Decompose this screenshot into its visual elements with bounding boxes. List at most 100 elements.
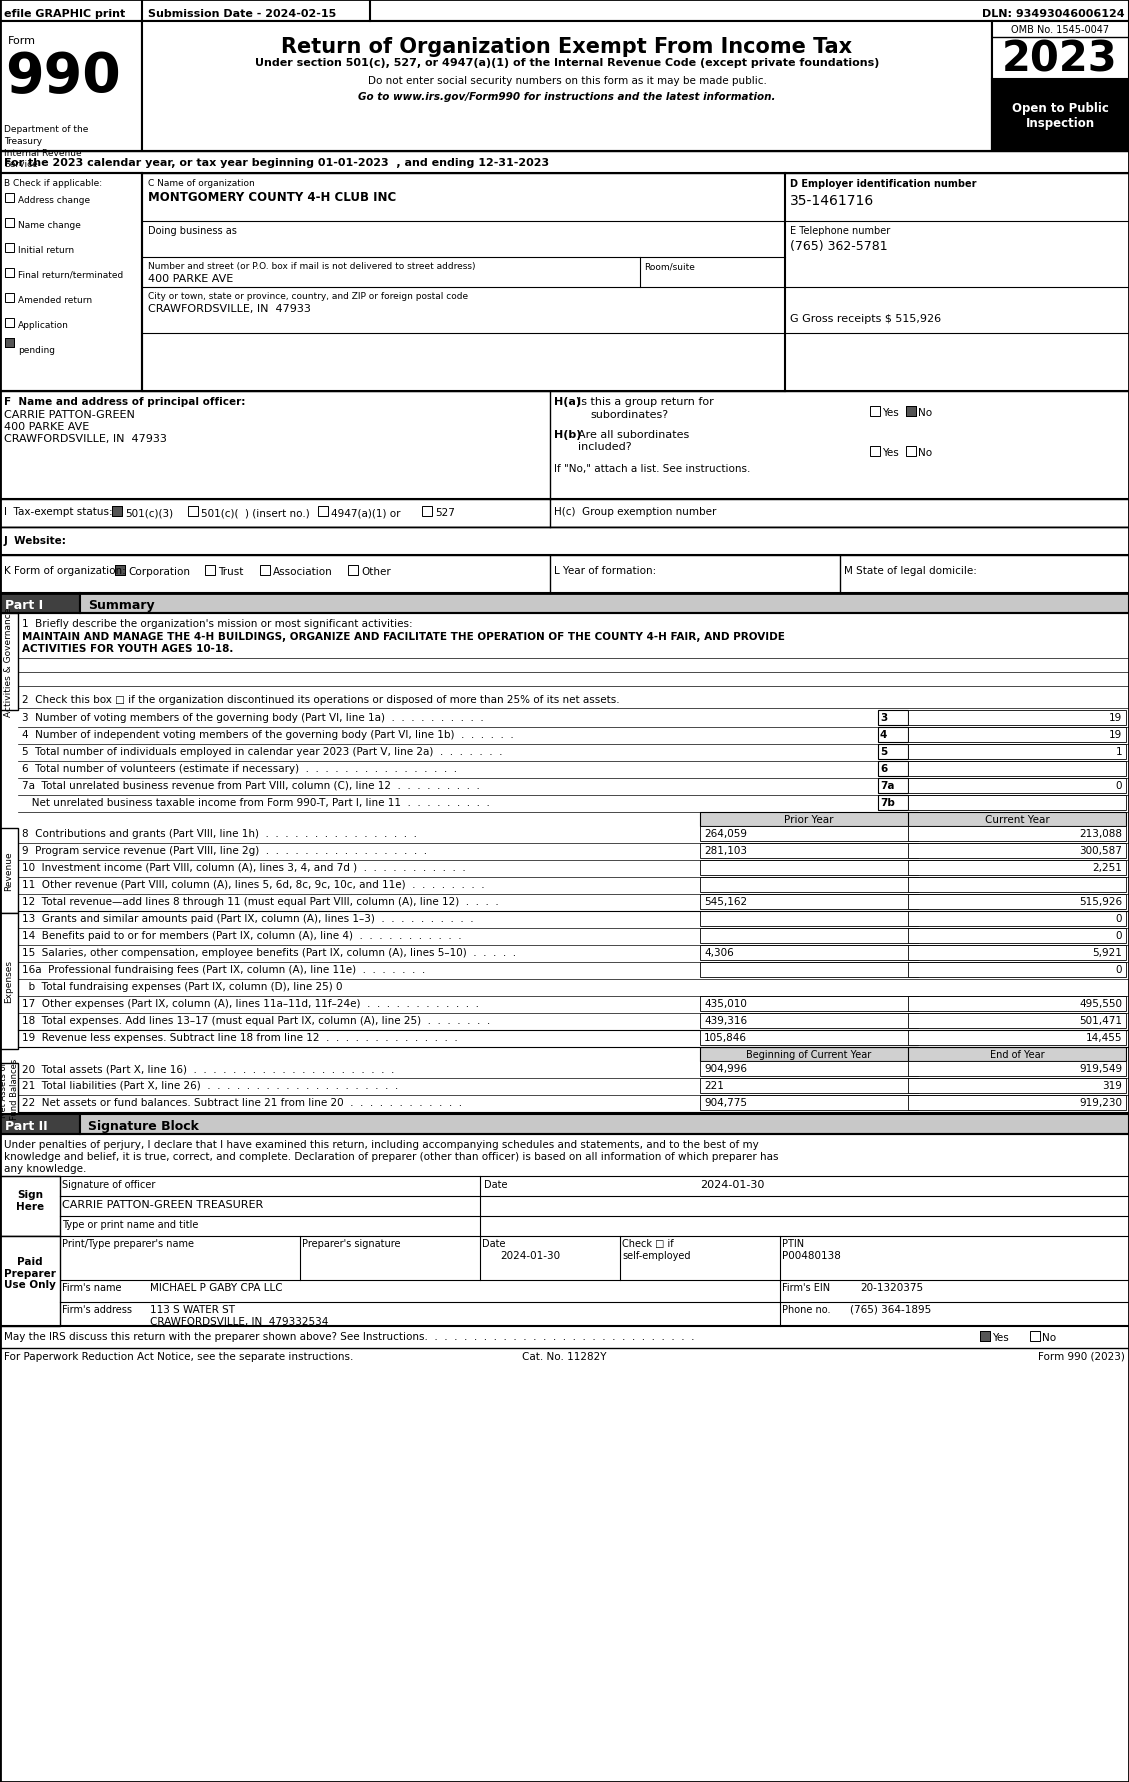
Text: 105,846: 105,846 [704, 1032, 747, 1042]
Text: 501(c)(  ) (insert no.): 501(c)( ) (insert no.) [201, 508, 309, 519]
Text: (765) 362-5781: (765) 362-5781 [790, 241, 887, 253]
Text: Type or print name and title: Type or print name and title [62, 1219, 199, 1230]
Bar [700, 1062, 918, 1076]
Text: 319: 319 [1102, 1080, 1122, 1091]
Bar [908, 727, 1126, 743]
Bar [878, 779, 908, 793]
Text: Print/Type preparer's name: Print/Type preparer's name [62, 1238, 194, 1249]
Text: Date: Date [484, 1180, 508, 1189]
Bar [0, 527, 1129, 556]
Text: 0: 0 [1115, 930, 1122, 941]
Bar [318, 506, 329, 517]
Bar [5, 244, 14, 253]
Bar [908, 745, 1126, 759]
Text: 21  Total liabilities (Part X, line 26)  .  .  .  .  .  .  .  .  .  .  .  .  .  : 21 Total liabilities (Part X, line 26) .… [21, 1080, 399, 1091]
Bar [905, 447, 916, 456]
Bar [142, 21, 992, 151]
Text: 3: 3 [879, 713, 887, 722]
Bar [0, 1064, 18, 1114]
Text: Signature Block: Signature Block [88, 1119, 199, 1132]
Bar [870, 406, 879, 417]
Bar [0, 556, 1129, 593]
Text: C Name of organization: C Name of organization [148, 178, 255, 187]
Bar [700, 1096, 918, 1110]
Bar [205, 565, 215, 576]
Text: Paid
Preparer
Use Only: Paid Preparer Use Only [5, 1256, 56, 1290]
Text: 0: 0 [1115, 964, 1122, 975]
Bar [260, 565, 270, 576]
Bar [0, 499, 1129, 527]
Bar [0, 175, 142, 392]
Bar [5, 194, 14, 203]
Bar [700, 1014, 918, 1028]
Text: 14  Benefits paid to or for members (Part IX, column (A), line 4)  .  .  .  .  .: 14 Benefits paid to or for members (Part… [21, 930, 462, 941]
Text: 501,471: 501,471 [1079, 1016, 1122, 1025]
Text: Expenses: Expenses [5, 960, 14, 1003]
Text: Corporation: Corporation [128, 567, 190, 577]
Text: 2  Check this box □ if the organization discontinued its operations or disposed : 2 Check this box □ if the organization d… [21, 695, 620, 704]
Bar [0, 0, 1129, 21]
Text: Firm's address: Firm's address [62, 1304, 132, 1315]
Text: K Form of organization:: K Form of organization: [5, 565, 125, 576]
Text: CRAWFORDSVILLE, IN  47933: CRAWFORDSVILLE, IN 47933 [148, 303, 310, 314]
Text: Preparer's signature: Preparer's signature [301, 1238, 401, 1249]
Text: 0: 0 [1115, 781, 1122, 791]
Bar [878, 711, 908, 725]
Bar [700, 962, 918, 978]
Text: L Year of formation:: L Year of formation: [554, 565, 656, 576]
Bar [5, 339, 14, 347]
Text: 990: 990 [5, 50, 121, 103]
Text: For Paperwork Reduction Act Notice, see the separate instructions.: For Paperwork Reduction Act Notice, see … [5, 1351, 353, 1361]
Text: PTIN: PTIN [782, 1238, 804, 1249]
Bar [878, 761, 908, 777]
Text: 6: 6 [879, 763, 887, 773]
Text: B Check if applicable:: B Check if applicable: [5, 178, 102, 187]
Text: F  Name and address of principal officer:: F Name and address of principal officer: [5, 397, 245, 406]
Text: 19: 19 [1109, 729, 1122, 740]
Text: 7a  Total unrelated business revenue from Part VIII, column (C), line 12  .  .  : 7a Total unrelated business revenue from… [21, 781, 480, 791]
Bar [80, 1114, 1129, 1135]
Bar [0, 392, 1129, 499]
Bar [5, 294, 14, 303]
Text: 12  Total revenue—add lines 8 through 11 (must equal Part VIII, column (A), line: 12 Total revenue—add lines 8 through 11 … [21, 896, 499, 907]
Bar [0, 613, 18, 711]
Text: 2023: 2023 [1003, 39, 1118, 80]
Text: Application: Application [18, 321, 69, 330]
Text: Name change: Name change [18, 221, 81, 230]
Bar [908, 946, 1126, 960]
Text: 904,775: 904,775 [704, 1098, 747, 1107]
Text: City or town, state or province, country, and ZIP or foreign postal code: City or town, state or province, country… [148, 292, 469, 301]
Text: Beginning of Current Year: Beginning of Current Year [746, 1050, 872, 1060]
Text: No: No [918, 447, 933, 458]
Text: Doing business as: Doing business as [148, 226, 237, 235]
Bar [908, 813, 1126, 827]
Text: efile GRAPHIC print: efile GRAPHIC print [5, 9, 125, 20]
Text: P00480138: P00480138 [782, 1251, 841, 1260]
Text: Current Year: Current Year [984, 814, 1049, 825]
Text: 4  Number of independent voting members of the governing body (Part VI, line 1b): 4 Number of independent voting members o… [21, 729, 514, 740]
Bar [992, 80, 1129, 151]
Text: Association: Association [273, 567, 333, 577]
Text: 6  Total number of volunteers (estimate if necessary)  .  .  .  .  .  .  .  .  .: 6 Total number of volunteers (estimate i… [21, 763, 457, 773]
Text: Yes: Yes [882, 408, 899, 417]
Bar [5, 319, 14, 328]
Text: 439,316: 439,316 [704, 1016, 747, 1025]
Text: 20  Total assets (Part X, line 16)  .  .  .  .  .  .  .  .  .  .  .  .  .  .  . : 20 Total assets (Part X, line 16) . . . … [21, 1064, 394, 1073]
Text: No: No [918, 408, 933, 417]
Text: CARRIE PATTON-GREEN TREASURER: CARRIE PATTON-GREEN TREASURER [62, 1199, 263, 1210]
Text: Trust: Trust [218, 567, 244, 577]
Bar [908, 1048, 1126, 1062]
Text: pending: pending [18, 346, 55, 355]
Bar [908, 996, 1126, 1012]
Bar [5, 269, 14, 278]
Text: J  Website:: J Website: [5, 536, 67, 545]
Text: Department of the
Treasury
Internal Revenue
Service: Department of the Treasury Internal Reve… [5, 125, 88, 169]
Text: 19: 19 [1109, 713, 1122, 722]
Text: Other: Other [361, 567, 391, 577]
Text: Net unrelated business taxable income from Form 990-T, Part I, line 11  .  .  . : Net unrelated business taxable income fr… [21, 798, 490, 807]
Text: Room/suite: Room/suite [644, 262, 694, 271]
Text: b  Total fundraising expenses (Part IX, column (D), line 25) 0: b Total fundraising expenses (Part IX, c… [21, 982, 342, 991]
Bar [189, 506, 198, 517]
Text: ACTIVITIES FOR YOUTH AGES 10-18.: ACTIVITIES FOR YOUTH AGES 10-18. [21, 643, 234, 654]
Text: 5,921: 5,921 [1092, 948, 1122, 957]
